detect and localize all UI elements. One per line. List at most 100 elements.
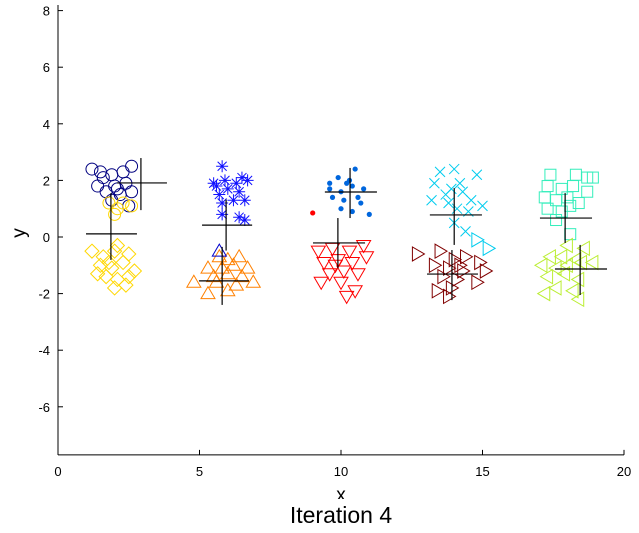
x-tick-label: 20: [617, 464, 631, 479]
data-point: [533, 257, 548, 274]
data-point: [581, 185, 594, 198]
data-point: [115, 254, 131, 271]
data-point: [121, 268, 137, 285]
data-point: [471, 169, 483, 181]
series-dot: [310, 210, 316, 216]
x-tick-label: 5: [196, 464, 203, 479]
data-point: [233, 185, 246, 198]
series-triangle-up: [211, 243, 228, 257]
data-point: [93, 165, 107, 179]
data-point: [98, 268, 114, 285]
data-point: [431, 282, 446, 299]
data-point: [225, 257, 242, 271]
data-point: [465, 194, 477, 206]
data-point: [350, 268, 366, 282]
data-point: [550, 214, 563, 227]
data-point: [221, 182, 234, 195]
axes: -6 -4 -2 0 2 4 6 8 0 5 10 15 20: [38, 4, 631, 479]
data-point: [239, 260, 256, 274]
data-point: [125, 199, 139, 213]
data-point: [218, 174, 231, 187]
data-point: [219, 251, 236, 266]
data-point: [327, 186, 333, 192]
chart-title: Iteration 4: [290, 502, 392, 528]
data-point: [428, 257, 443, 274]
y-tick-label: 6: [43, 60, 50, 75]
x-tick-label: 15: [475, 464, 489, 479]
data-point: [355, 194, 361, 200]
data-point: [559, 237, 573, 254]
series-x: [426, 163, 488, 237]
data-point: [341, 245, 358, 260]
data-point: [310, 210, 316, 216]
data-point: [105, 168, 119, 182]
data-point: [219, 282, 236, 297]
data-point: [233, 211, 246, 224]
series-triangle-left: [533, 237, 599, 308]
data-point: [216, 160, 229, 173]
data-point: [567, 180, 580, 193]
x-tick-label: 0: [54, 464, 61, 479]
data-point: [454, 177, 466, 189]
y-tick-label: -6: [38, 400, 50, 415]
data-point: [565, 282, 579, 299]
data-point: [106, 243, 123, 259]
data-point: [569, 168, 582, 181]
data-point: [329, 194, 336, 200]
data-point: [219, 265, 236, 280]
data-point: [108, 179, 122, 193]
data-point: [584, 254, 599, 271]
data-point: [228, 277, 245, 291]
data-point: [550, 194, 563, 207]
data-point: [426, 194, 437, 206]
centroid-cross: [429, 188, 482, 245]
y-tick-label: -2: [38, 287, 50, 302]
series-triangle-down: [310, 239, 375, 305]
data-point: [216, 197, 229, 210]
data-point: [344, 180, 350, 186]
data-point: [358, 251, 375, 265]
data-point: [101, 254, 117, 271]
data-point: [84, 243, 100, 259]
data-point: [548, 280, 562, 296]
data-point: [105, 193, 119, 207]
series-diamond: [84, 237, 143, 296]
data-point: [460, 248, 474, 265]
y-tick-label: 8: [43, 4, 50, 19]
data-point: [238, 194, 251, 207]
data-point: [349, 208, 355, 215]
centroid-cross: [427, 250, 478, 301]
data-point: [541, 202, 554, 215]
data-point: [460, 225, 471, 237]
data-point: [234, 268, 250, 283]
data-point: [570, 291, 585, 308]
data-point: [216, 208, 229, 221]
y-tick-label: 2: [43, 173, 50, 188]
data-point: [443, 288, 457, 305]
data-point: [230, 177, 243, 190]
data-point: [335, 265, 352, 279]
data-point: [541, 180, 554, 193]
data-point: [200, 285, 216, 300]
data-point: [434, 166, 446, 178]
data-point: [553, 248, 568, 265]
data-point: [341, 197, 347, 203]
series-circle: [85, 159, 139, 213]
centroid-cross: [324, 167, 377, 219]
data-point: [479, 263, 494, 279]
series-triangle-right: [471, 231, 497, 257]
data-point: [586, 171, 599, 184]
data-point: [564, 228, 577, 241]
data-point: [235, 171, 248, 184]
data-point: [335, 174, 341, 181]
data-point: [211, 243, 228, 257]
data-point: [185, 274, 202, 288]
data-point: [544, 168, 557, 181]
y-tick-label: 4: [43, 117, 50, 132]
series-triangle-up: [185, 248, 262, 300]
data-point: [91, 179, 105, 193]
data-point: [99, 185, 113, 199]
data-point: [333, 276, 349, 291]
data-point: [576, 240, 590, 257]
